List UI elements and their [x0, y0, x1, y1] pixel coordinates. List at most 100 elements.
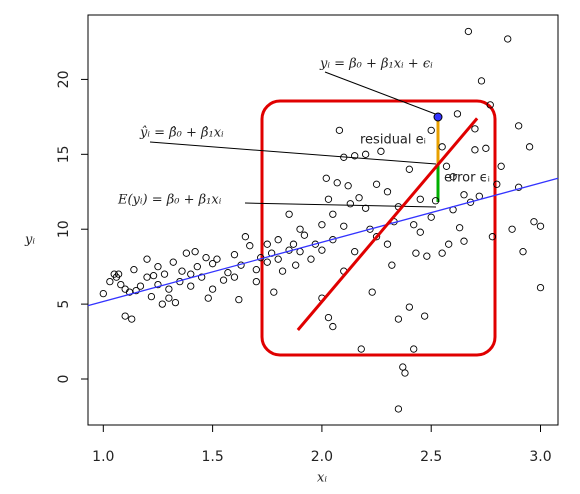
point [204, 294, 212, 302]
point [99, 289, 107, 298]
point [114, 270, 123, 278]
y-tick-label: 15 [56, 145, 72, 163]
point [460, 191, 468, 199]
point [399, 363, 407, 371]
point [187, 282, 195, 290]
point [488, 233, 497, 241]
point [130, 266, 138, 274]
point [383, 240, 392, 248]
point [405, 165, 413, 173]
point [208, 260, 217, 268]
point [423, 252, 431, 260]
point [171, 298, 180, 307]
point [486, 101, 494, 109]
point [366, 225, 374, 233]
point [416, 195, 424, 203]
point [154, 280, 162, 289]
point [187, 270, 195, 278]
point [482, 144, 490, 152]
annotation: ŷᵢ = β̂₀ + β̂₁xᵢ [139, 126, 224, 141]
point [125, 288, 134, 296]
point [224, 269, 232, 277]
x-tick-label: 1.0 [92, 449, 114, 465]
point [340, 222, 348, 230]
point [416, 228, 424, 236]
point [410, 345, 418, 353]
point [318, 246, 326, 254]
point [405, 303, 413, 311]
point [355, 194, 363, 202]
point [230, 251, 239, 259]
point [300, 231, 309, 239]
point [455, 224, 464, 232]
point [278, 267, 287, 275]
point [536, 283, 545, 292]
point [351, 152, 359, 160]
point [471, 146, 479, 154]
x-axis-label: xᵢ [317, 471, 327, 486]
annotation: E(yᵢ) = β₀ + β₁xᵢ [117, 193, 222, 208]
point [351, 248, 359, 256]
fit-line [87, 177, 559, 307]
point [324, 195, 333, 203]
point [213, 255, 221, 263]
point [143, 255, 151, 263]
x-tick-label: 1.5 [201, 449, 223, 465]
point [285, 210, 293, 218]
point [292, 261, 300, 269]
point [318, 221, 326, 229]
y-axis-label: yᵢ [24, 233, 35, 248]
point [160, 270, 169, 278]
point [438, 249, 446, 257]
point [530, 218, 538, 226]
point [178, 267, 186, 275]
point [241, 233, 250, 241]
point [525, 143, 534, 151]
point [460, 237, 468, 245]
point [274, 255, 282, 263]
point [149, 272, 158, 280]
point [394, 405, 403, 413]
point [143, 273, 151, 281]
point [515, 183, 523, 191]
point [340, 153, 348, 161]
y-tick-label: 10 [56, 220, 72, 238]
point [182, 249, 191, 257]
point [372, 180, 381, 188]
point [270, 288, 278, 296]
point [322, 174, 330, 182]
point [121, 285, 129, 293]
point [128, 315, 136, 323]
point [246, 242, 254, 250]
point [388, 261, 396, 269]
point [136, 282, 145, 290]
point [252, 266, 260, 274]
point [193, 263, 201, 271]
point [219, 276, 228, 284]
point [377, 147, 385, 155]
point [357, 345, 365, 353]
x-tick-label: 2.5 [420, 449, 442, 465]
point [477, 77, 486, 85]
point [333, 179, 341, 187]
point [252, 277, 260, 286]
point [324, 313, 333, 322]
point [311, 240, 319, 248]
y-tick-label: 5 [56, 300, 72, 309]
point [427, 126, 435, 134]
point [158, 300, 166, 308]
annotation: yᵢ = β₀ + β₁xᵢ + ϵᵢ [319, 57, 433, 72]
point [410, 221, 418, 229]
point [493, 180, 501, 188]
point [132, 286, 140, 295]
point [344, 182, 352, 190]
point [497, 162, 505, 170]
point [442, 162, 451, 170]
point [121, 312, 129, 320]
point [449, 173, 457, 181]
point [165, 285, 173, 293]
point [508, 225, 516, 233]
point [445, 240, 453, 248]
point [208, 285, 217, 293]
